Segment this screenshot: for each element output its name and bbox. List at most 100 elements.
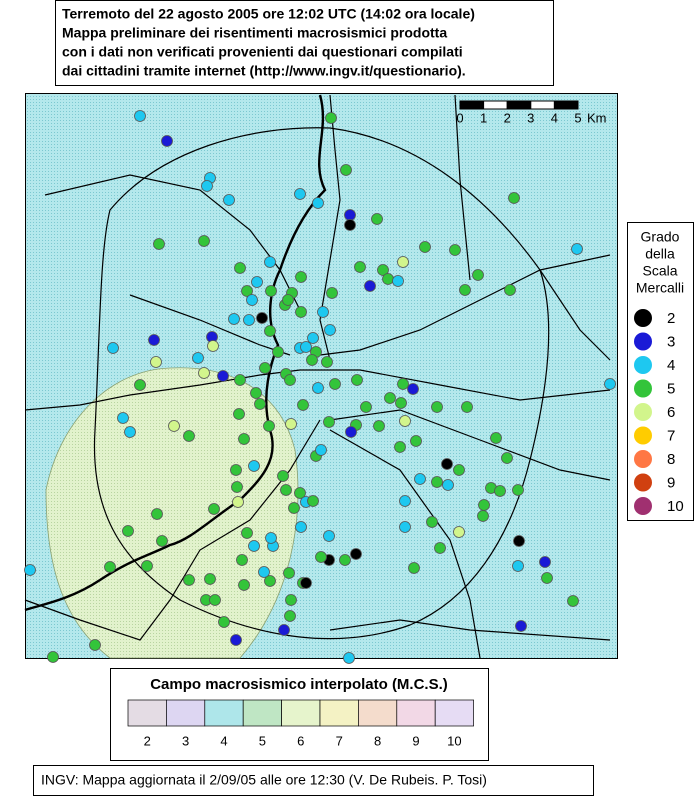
intensity-point: [295, 271, 307, 283]
intensity-point: [294, 487, 306, 499]
intensity-point: [490, 432, 502, 444]
intensity-point: [459, 284, 471, 296]
field-label: 10: [447, 733, 461, 748]
intensity-point: [256, 312, 268, 324]
intensity-point: [122, 525, 134, 537]
intensity-point: [399, 415, 411, 427]
intensity-point: [504, 284, 516, 296]
intensity-point: [541, 572, 553, 584]
intensity-point: [399, 521, 411, 533]
legend-marker: [634, 332, 652, 351]
intensity-point: [124, 426, 136, 438]
legend-label: 7: [667, 427, 675, 444]
intensity-point: [241, 527, 253, 539]
scale-segment: [459, 100, 485, 110]
intensity-point: [295, 306, 307, 318]
intensity-point: [478, 499, 490, 511]
intensity-point: [161, 135, 173, 147]
field-swatch: [127, 699, 167, 727]
intensity-point: [307, 495, 319, 507]
intensity-point: [251, 276, 263, 288]
intensity-point: [364, 280, 376, 292]
intensity-point: [233, 408, 245, 420]
intensity-point: [571, 243, 583, 255]
intensity-point: [604, 378, 616, 390]
intensity-point: [263, 420, 275, 432]
intensity-point: [323, 416, 335, 428]
scale-segment: [506, 100, 532, 110]
legend-marker: [634, 450, 652, 468]
intensity-point: [441, 458, 453, 470]
intensity-point: [326, 287, 338, 299]
intensity-point: [223, 194, 235, 206]
intensity-point: [408, 562, 420, 574]
intensity-point: [284, 374, 296, 386]
intensity-point: [323, 530, 335, 542]
intensity-point: [241, 285, 253, 297]
intensity-point: [382, 273, 394, 285]
intensity-point: [265, 532, 277, 544]
intensity-point: [384, 392, 396, 404]
intensity-point: [397, 256, 409, 268]
field-swatch: [319, 699, 359, 727]
intensity-point: [198, 367, 210, 379]
intensity-point: [259, 362, 271, 374]
legend-label: 2: [667, 310, 675, 327]
intensity-point: [297, 399, 309, 411]
field-label: 4: [220, 733, 227, 748]
legend-title: Mercalli: [636, 280, 684, 296]
intensity-point: [324, 324, 336, 336]
intensity-point: [283, 567, 295, 579]
intensity-point: [329, 378, 341, 390]
intensity-field-region: [45, 367, 299, 659]
field-label: 8: [374, 733, 381, 748]
header-line: dai cittadini tramite internet (http://w…: [62, 63, 466, 79]
legend-marker: [634, 309, 652, 327]
intensity-point: [377, 264, 389, 276]
intensity-point: [236, 554, 248, 566]
intensity-point: [89, 639, 101, 651]
intensity-point: [285, 418, 297, 430]
intensity-point: [360, 401, 372, 413]
intensity-point: [407, 383, 419, 395]
intensity-point: [265, 285, 277, 297]
intensity-point: [344, 209, 356, 221]
intensity-point: [248, 460, 260, 472]
intensity-point: [397, 378, 409, 390]
intensity-point: [315, 551, 327, 563]
intensity-point: [234, 374, 246, 386]
intensity-point: [209, 594, 221, 606]
intensity-point: [117, 412, 129, 424]
roads: [24, 94, 611, 659]
intensity-point: [246, 294, 258, 306]
intensity-point: [107, 342, 119, 354]
intensity-point: [285, 594, 297, 606]
field-swatch: [281, 699, 321, 727]
scale-label: 4: [551, 110, 558, 125]
field-swatch: [204, 699, 244, 727]
intensity-point: [288, 502, 300, 514]
intensity-point: [321, 356, 333, 368]
header: Terremoto del 22 agosto 2005 ore 12:02 U…: [62, 6, 475, 79]
legend-label: 5: [667, 380, 675, 397]
legend-marker: [634, 379, 652, 398]
intensity-point: [343, 652, 355, 664]
scale-label: 0: [456, 110, 463, 125]
footer: INGV: Mappa aggiornata il 2/09/05 alle o…: [41, 772, 487, 788]
intensity-point: [156, 535, 168, 547]
intensity-point: [198, 235, 210, 247]
intensity-point: [183, 430, 195, 442]
intensity-point: [414, 473, 426, 485]
intensity-point: [254, 398, 266, 410]
intensity-point: [218, 616, 230, 628]
legend-box: [627, 222, 694, 521]
points: [24, 110, 616, 664]
intensity-point: [280, 484, 292, 496]
legend-marker: [634, 426, 652, 445]
intensity-point: [204, 573, 216, 585]
intensity-point: [230, 464, 242, 476]
intensity-point: [148, 334, 160, 346]
header-line: con i dati non verificati provenienti da…: [62, 44, 463, 60]
intensity-point: [150, 356, 162, 368]
